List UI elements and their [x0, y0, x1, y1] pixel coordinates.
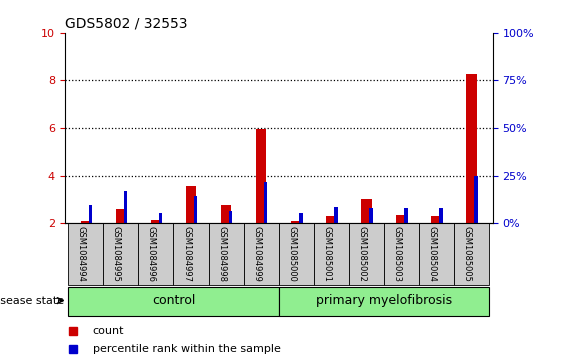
Bar	[349, 223, 384, 285]
Bar	[314, 223, 349, 285]
Bar	[419, 223, 454, 285]
Bar	[194, 196, 197, 223]
Text: GSM1084998: GSM1084998	[217, 226, 226, 282]
Text: GSM1085003: GSM1085003	[392, 226, 401, 282]
Bar	[208, 223, 244, 285]
Bar	[291, 221, 301, 223]
Bar	[475, 176, 478, 223]
Bar	[244, 223, 279, 285]
Bar	[68, 223, 104, 285]
Bar	[466, 74, 477, 223]
Bar	[173, 223, 208, 285]
Text: GSM1085002: GSM1085002	[358, 226, 367, 282]
Bar	[229, 211, 233, 223]
Text: GSM1084994: GSM1084994	[77, 226, 86, 282]
Text: GSM1084995: GSM1084995	[112, 226, 121, 282]
Bar	[326, 216, 337, 223]
Bar	[334, 207, 338, 223]
Bar	[81, 221, 91, 223]
Text: GSM1085000: GSM1085000	[287, 226, 296, 282]
Bar	[256, 129, 266, 223]
Bar	[369, 208, 373, 223]
Bar	[439, 208, 443, 223]
Text: GSM1084996: GSM1084996	[147, 226, 156, 282]
Bar	[88, 205, 92, 223]
Text: disease state: disease state	[0, 295, 64, 306]
Bar	[138, 223, 173, 285]
Bar	[186, 186, 196, 223]
Text: primary myelofibrosis: primary myelofibrosis	[316, 294, 452, 307]
Bar	[115, 209, 126, 223]
Bar	[384, 223, 419, 285]
Bar	[124, 191, 127, 223]
Bar	[431, 216, 442, 223]
Bar	[279, 287, 489, 316]
Bar	[221, 205, 231, 223]
Bar	[396, 215, 406, 223]
Text: GSM1085004: GSM1085004	[427, 226, 436, 282]
Text: GSM1084999: GSM1084999	[252, 226, 261, 282]
Bar	[264, 182, 267, 223]
Bar	[159, 212, 162, 223]
Text: control: control	[152, 294, 195, 307]
Bar	[361, 199, 372, 223]
Bar	[279, 223, 314, 285]
Text: percentile rank within the sample: percentile rank within the sample	[92, 344, 280, 354]
Text: GSM1085001: GSM1085001	[322, 226, 331, 282]
Text: GSM1084997: GSM1084997	[182, 226, 191, 282]
Bar	[151, 220, 161, 223]
Text: count: count	[92, 326, 124, 336]
Bar	[404, 208, 408, 223]
Bar	[104, 223, 138, 285]
Bar	[454, 223, 489, 285]
Bar	[68, 287, 279, 316]
Text: GSM1085005: GSM1085005	[463, 226, 472, 282]
Bar	[299, 212, 302, 223]
Text: GDS5802 / 32553: GDS5802 / 32553	[65, 16, 187, 30]
